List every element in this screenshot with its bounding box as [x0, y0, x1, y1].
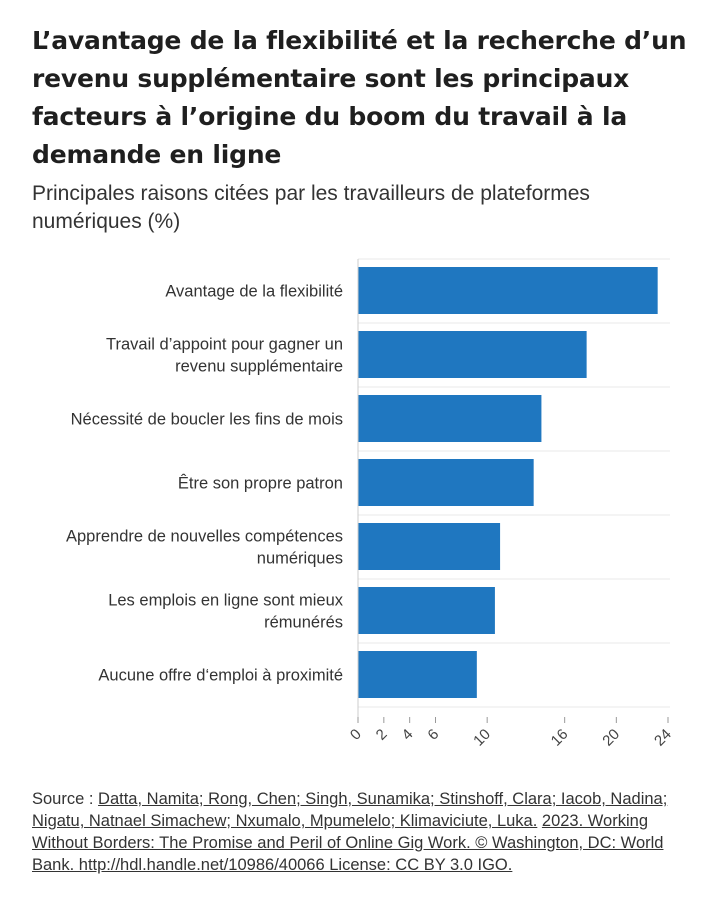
- x-tick-label: 4: [399, 726, 417, 744]
- category-label: Aucune offre d‘emploi à proximité: [98, 667, 343, 685]
- grid-lines: [358, 258, 670, 708]
- category-label: Nécessité de boucler les fins de mois: [71, 411, 343, 429]
- category-label: Travail d’appoint pour gagner un: [106, 336, 343, 354]
- x-tick-label: 2: [373, 726, 391, 744]
- bar-chart: Avantage de la flexibilité Travail d’appo…: [66, 258, 675, 750]
- source-authors-link[interactable]: Datta, Namita; Rong, Chen; Singh, Sunami…: [32, 790, 668, 830]
- x-tick-label: 24: [651, 726, 675, 750]
- source-prefix: Source :: [32, 790, 99, 808]
- x-tick-label: 16: [548, 726, 572, 750]
- x-tick-label: 6: [424, 726, 442, 744]
- chart-subtitle: Principales raisons citées par les trava…: [32, 182, 590, 233]
- category-label: Être son propre patron: [178, 474, 343, 493]
- category-label: Apprendre de nouvelles compétences: [66, 528, 343, 546]
- source-citation-link[interactable]: 2023. Working Without Borders: The Promi…: [32, 812, 664, 874]
- bars: [358, 267, 658, 698]
- bar-2: [358, 331, 587, 378]
- bar-4: [358, 459, 534, 506]
- x-tick-label: 20: [599, 726, 623, 750]
- category-label: rémunérés: [264, 614, 343, 632]
- category-labels: Avantage de la flexibilité Travail d’appo…: [66, 283, 344, 685]
- x-tick-label: 10: [470, 726, 494, 750]
- category-label: Avantage de la flexibilité: [165, 283, 343, 301]
- bar-5: [358, 523, 501, 570]
- bar-1: [358, 267, 658, 314]
- bar-7: [358, 651, 477, 698]
- bar-3: [358, 395, 542, 442]
- category-label: revenu supplémentaire: [175, 358, 343, 376]
- category-label: numériques: [257, 550, 343, 568]
- chart-title: L’avantage de la flexibilité et la reche…: [32, 26, 687, 169]
- x-tick-label: 0: [347, 726, 365, 744]
- category-label: Les emplois en ligne sont mieux: [108, 592, 344, 610]
- source-note: Source : Datta, Namita; Rong, Chen; Sing…: [32, 788, 692, 876]
- bar-6: [358, 587, 495, 634]
